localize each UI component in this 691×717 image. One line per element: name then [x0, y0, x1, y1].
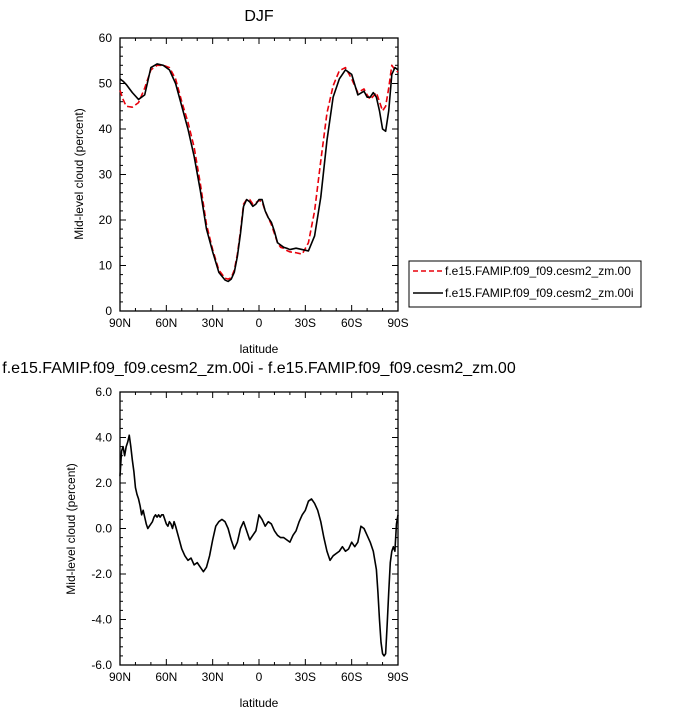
- top-y-tick-label: 0: [105, 304, 112, 318]
- top-y-tick-label: 30: [99, 168, 113, 182]
- bottom-plot: f.e15.FAMIP.f09_f09.cesm2_zm.00i - f.e15…: [2, 360, 516, 710]
- top-x-tick-label: 90N: [109, 316, 131, 330]
- top-x-tick-label: 30S: [295, 316, 316, 330]
- bottom-plot-frame: [119, 391, 399, 666]
- top-y-tick-label: 10: [99, 259, 113, 273]
- top-plot-title: DJF: [244, 8, 274, 25]
- top-plot-legend: f.e15.FAMIP.f09_f09.cesm2_zm.00 f.e15.FA…: [408, 260, 642, 308]
- bottom-plot-series-line-1: [119, 434, 399, 657]
- bottom-y-tick-label: -4.0: [91, 613, 112, 627]
- top-y-tick-label: 50: [99, 77, 113, 91]
- bottom-x-tick-label: 0: [256, 670, 263, 684]
- top-plot-x-axis-label: latitude: [240, 342, 279, 356]
- top-plot-series-line-1: [119, 64, 399, 280]
- bottom-plot-x-axis-label: latitude: [240, 696, 279, 710]
- bottom-x-tick-label: 60N: [155, 670, 177, 684]
- bottom-x-tick-label: 90S: [387, 670, 408, 684]
- top-y-tick-label: 60: [99, 31, 113, 45]
- bottom-y-tick-label: 6.0: [95, 385, 112, 399]
- top-x-tick-label: 60S: [341, 316, 362, 330]
- bottom-x-tick-label: 90N: [109, 670, 131, 684]
- top-plot-frame: [119, 37, 399, 312]
- bottom-plot-title: f.e15.FAMIP.f09_f09.cesm2_zm.00i - f.e15…: [2, 360, 516, 377]
- legend-label-series-2: f.e15.FAMIP.f09_f09.cesm2_zm.00i: [445, 286, 634, 300]
- top-x-tick-label: 90S: [387, 316, 408, 330]
- bottom-x-tick-label: 30S: [295, 670, 316, 684]
- top-plot-series-line-2: [119, 63, 399, 283]
- legend-frame: [408, 260, 642, 308]
- bottom-y-tick-label: -6.0: [91, 658, 112, 672]
- top-x-tick-label: 0: [256, 316, 263, 330]
- bottom-plot-y-axis-label: Mid-level cloud (percent): [64, 463, 78, 594]
- top-y-tick-label: 20: [99, 213, 113, 227]
- bottom-y-tick-label: 2.0: [95, 476, 112, 490]
- top-plot: DJF latitude Mid-level cloud (percent) 9…: [72, 8, 409, 356]
- bottom-y-tick-label: 0.0: [95, 522, 112, 536]
- bottom-x-tick-label: 30N: [202, 670, 224, 684]
- bottom-x-tick-label: 60S: [341, 670, 362, 684]
- top-plot-y-axis-label: Mid-level cloud (percent): [72, 108, 86, 239]
- bottom-y-tick-label: 4.0: [95, 431, 112, 445]
- top-x-tick-label: 30N: [202, 316, 224, 330]
- top-x-tick-label: 60N: [155, 316, 177, 330]
- bottom-y-tick-label: -2.0: [91, 567, 112, 581]
- legend-label-series-1: f.e15.FAMIP.f09_f09.cesm2_zm.00: [445, 264, 631, 278]
- top-y-tick-label: 40: [99, 122, 113, 136]
